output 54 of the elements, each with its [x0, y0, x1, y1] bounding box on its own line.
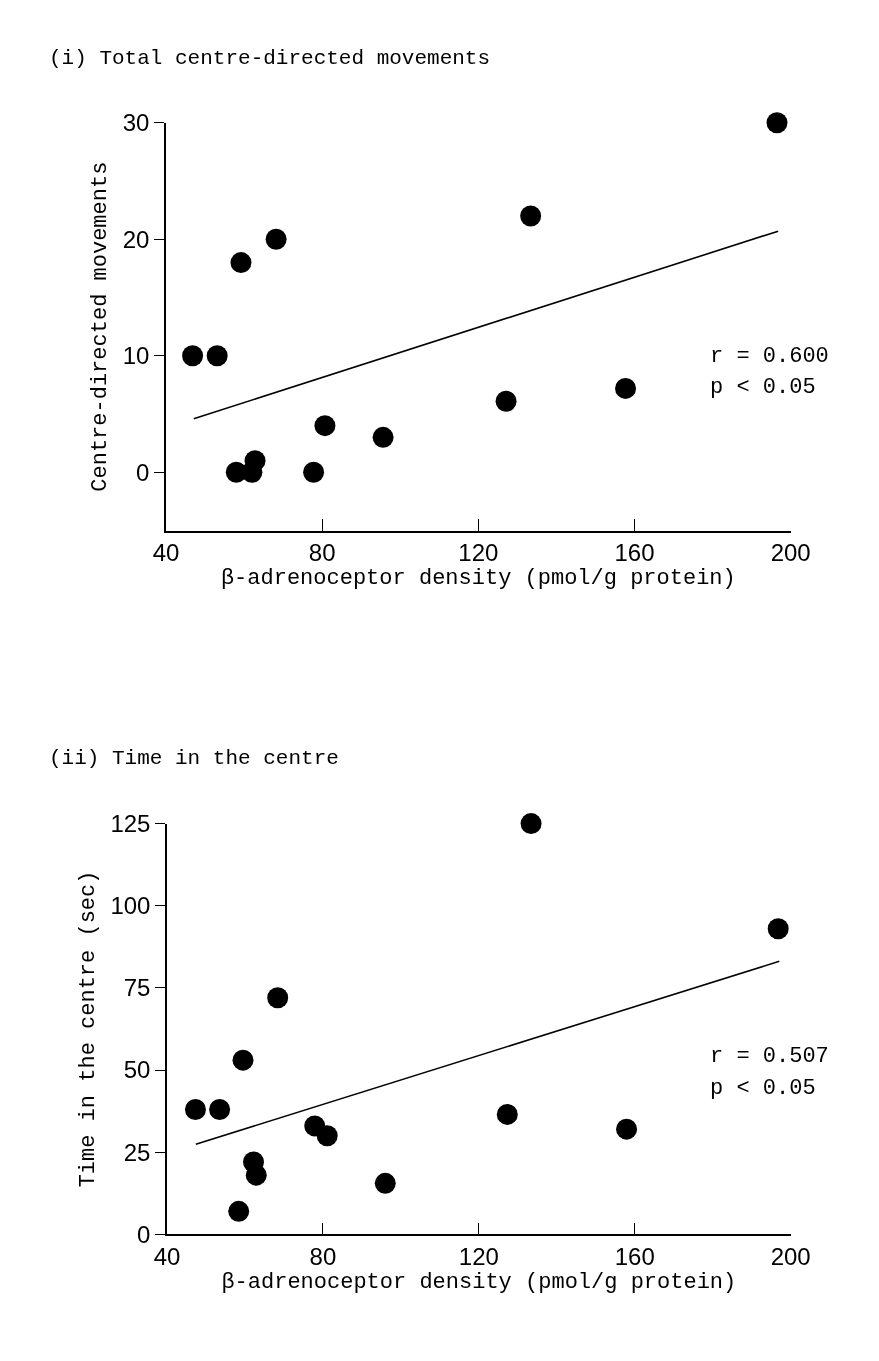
x-tick-label: 200: [770, 539, 811, 567]
point: [374, 1172, 396, 1194]
y-axis-title: Centre-directed movements: [88, 161, 114, 492]
point: [244, 450, 266, 472]
point: [615, 377, 637, 399]
y-tick-label: 0: [136, 458, 150, 486]
chart-title: (ii) Time in the centre: [49, 747, 339, 770]
y-tick-label: 100: [110, 892, 151, 920]
x-tick-label: 80: [308, 539, 336, 567]
y-tick-label: 20: [122, 225, 150, 253]
point: [767, 918, 789, 940]
annotation: r = 0.600: [710, 344, 829, 369]
x-tick-label: 200: [770, 1242, 811, 1270]
point: [303, 461, 325, 483]
point: [316, 1125, 338, 1147]
x-tick-label: 160: [614, 539, 655, 567]
point: [184, 1098, 206, 1120]
y-tick-label: 75: [123, 974, 151, 1002]
x-tick-label: 80: [309, 1242, 337, 1270]
y-tick-label: 125: [110, 810, 151, 838]
point: [228, 1200, 250, 1222]
point: [372, 426, 394, 448]
point: [520, 813, 542, 835]
x-tick-label: 120: [458, 1242, 499, 1270]
point: [520, 205, 542, 227]
x-tick-label: 160: [614, 1242, 655, 1270]
y-axis-title: Time in the centre (sec): [75, 870, 101, 1188]
point: [230, 252, 252, 274]
y-tick-label: 0: [137, 1220, 151, 1248]
annotation: r = 0.507: [710, 1044, 829, 1069]
point: [314, 415, 336, 437]
x-tick-label: 40: [152, 539, 180, 567]
y-tick-label: 30: [122, 109, 150, 137]
point: [616, 1118, 638, 1140]
x-tick-label: 120: [458, 539, 499, 567]
annotation: p < 0.05: [710, 1076, 816, 1101]
point: [182, 345, 204, 367]
chart-title: (i) Total centre-directed movements: [49, 47, 491, 70]
point: [766, 112, 788, 134]
x-tick-label: 40: [153, 1242, 181, 1270]
x-axis-title: β-adrenoceptor density (pmol/g protein): [220, 566, 736, 592]
point: [496, 1103, 518, 1125]
point: [267, 987, 289, 1009]
point: [265, 228, 287, 250]
point: [232, 1049, 254, 1071]
annotation: p < 0.05: [710, 375, 816, 400]
y-tick-label: 10: [122, 342, 150, 370]
y-tick-label: 50: [123, 1056, 151, 1084]
point: [245, 1164, 267, 1186]
x-axis-title: β-adrenoceptor density (pmol/g protein): [221, 1270, 737, 1296]
point: [206, 345, 228, 367]
point: [209, 1098, 231, 1120]
y-tick-label: 25: [123, 1138, 151, 1166]
point: [495, 390, 517, 412]
